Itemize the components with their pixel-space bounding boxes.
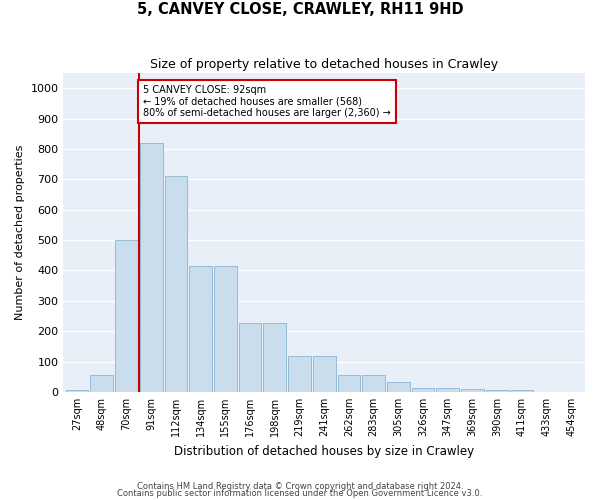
Bar [239, 322, 262, 392]
Bar [362, 375, 385, 392]
Bar [115, 240, 138, 392]
Bar [140, 143, 163, 392]
Text: Contains HM Land Registry data © Crown copyright and database right 2024.: Contains HM Land Registry data © Crown c… [137, 482, 463, 491]
Bar [387, 382, 410, 392]
Bar [338, 375, 360, 392]
Bar [511, 390, 533, 392]
Y-axis label: Number of detached properties: Number of detached properties [15, 145, 25, 320]
Bar [486, 390, 509, 392]
Text: 5, CANVEY CLOSE, CRAWLEY, RH11 9HD: 5, CANVEY CLOSE, CRAWLEY, RH11 9HD [137, 2, 463, 18]
Bar [313, 356, 335, 392]
Bar [189, 266, 212, 392]
Bar [288, 356, 311, 392]
Bar [214, 266, 237, 392]
Bar [91, 374, 113, 392]
Text: Contains public sector information licensed under the Open Government Licence v3: Contains public sector information licen… [118, 490, 482, 498]
Bar [436, 388, 459, 392]
Bar [412, 388, 434, 392]
Bar [65, 390, 88, 392]
Bar [461, 389, 484, 392]
Text: 5 CANVEY CLOSE: 92sqm
← 19% of detached houses are smaller (568)
80% of semi-det: 5 CANVEY CLOSE: 92sqm ← 19% of detached … [143, 85, 391, 118]
X-axis label: Distribution of detached houses by size in Crawley: Distribution of detached houses by size … [174, 444, 474, 458]
Bar [164, 176, 187, 392]
Title: Size of property relative to detached houses in Crawley: Size of property relative to detached ho… [150, 58, 498, 70]
Bar [263, 322, 286, 392]
